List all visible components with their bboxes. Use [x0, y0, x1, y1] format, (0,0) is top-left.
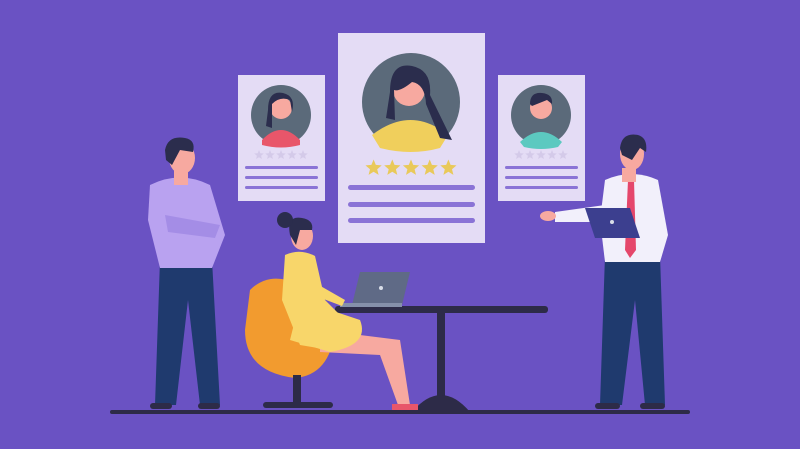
- left-profile-card: [238, 75, 325, 201]
- ground-line: [110, 410, 690, 414]
- star-rating: [365, 159, 457, 175]
- star-icon: [402, 159, 420, 175]
- star-icon: [276, 150, 286, 159]
- standing-man-right: [540, 134, 668, 409]
- star-icon: [298, 150, 308, 159]
- seated-woman: [245, 212, 418, 410]
- star-icon: [365, 159, 382, 175]
- star-rating: [254, 150, 308, 159]
- standing-man-left: [148, 137, 225, 409]
- star-icon: [384, 159, 401, 175]
- star-icon: [547, 150, 557, 159]
- star-rating: [514, 150, 568, 159]
- star-icon: [254, 150, 264, 159]
- star-icon: [514, 150, 524, 159]
- star-icon: [558, 150, 568, 159]
- star-icon: [287, 150, 297, 159]
- star-icon: [265, 150, 275, 159]
- star-icon: [536, 150, 546, 159]
- star-icon: [421, 159, 438, 175]
- star-icon: [440, 159, 457, 175]
- table: [335, 306, 548, 412]
- star-icon: [525, 150, 535, 159]
- laptop: [340, 272, 410, 307]
- right-profile-card: [498, 75, 585, 201]
- center-profile-card: [338, 33, 485, 243]
